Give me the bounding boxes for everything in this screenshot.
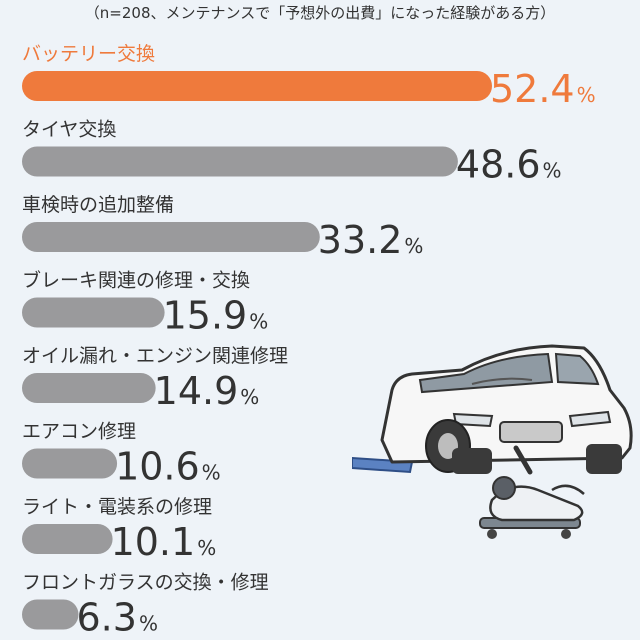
value-label: 15.9% <box>163 294 269 338</box>
bar <box>22 297 165 328</box>
category-label: エアコン修理 <box>22 421 136 443</box>
bar <box>22 599 79 630</box>
category-label: フロントガラスの交換・修理 <box>22 572 269 594</box>
bar <box>22 373 156 403</box>
category-label: バッテリー交換 <box>22 43 155 65</box>
value-label: 33.2% <box>318 218 424 262</box>
bar <box>22 448 118 479</box>
bar <box>22 146 458 177</box>
value-label: 6.3% <box>77 596 158 640</box>
value-label: 52.4% <box>490 67 596 111</box>
car-mechanic-illustration <box>352 344 633 539</box>
category-label: オイル漏れ・エンジン関連修理 <box>22 345 288 367</box>
category-label: ブレーキ関連の修理・交換 <box>22 269 250 292</box>
bar <box>22 222 320 252</box>
category-label: ライト・電装系の修理 <box>22 496 212 518</box>
chart-subtitle: （n=208、メンテナンスで「予想外の出費」になった経験がある方） <box>84 4 556 22</box>
value-label: 10.6% <box>115 445 221 489</box>
category-label: 車検時の追加整備 <box>22 194 174 216</box>
bar <box>22 71 492 101</box>
value-label: 10.1% <box>111 520 217 564</box>
value-label: 14.9% <box>154 369 260 413</box>
category-label: タイヤ交換 <box>22 119 116 141</box>
bar <box>22 524 113 554</box>
value-label: 48.6% <box>456 143 562 187</box>
